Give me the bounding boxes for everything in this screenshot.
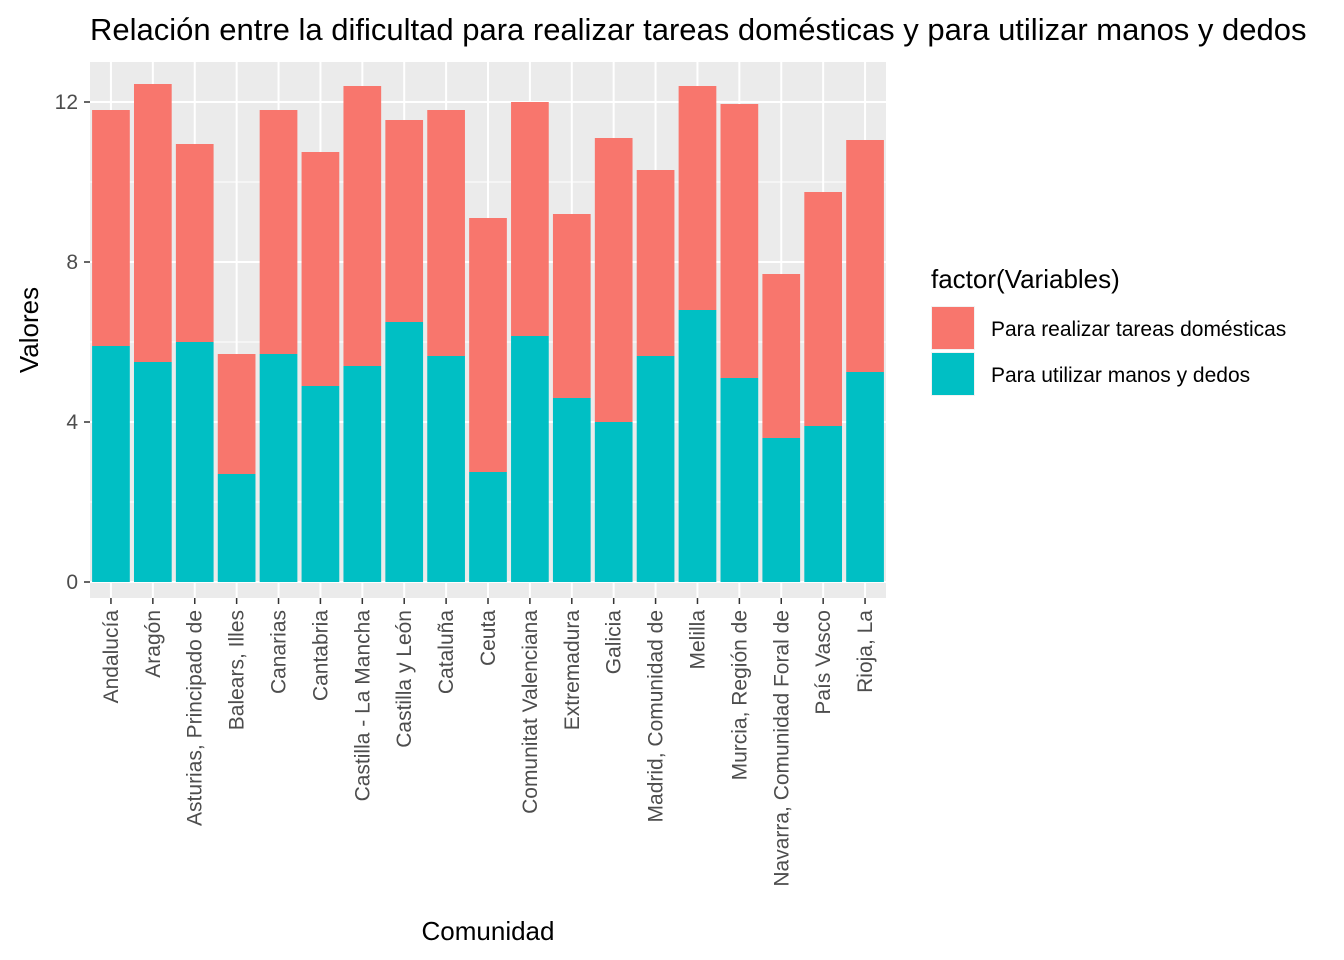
bar-segment xyxy=(427,356,465,582)
x-tick-label: Ceuta xyxy=(477,610,500,666)
x-axis: Andalucía Aragón Asturias, Principado de Ba… xyxy=(100,598,877,887)
bar-segment xyxy=(594,138,633,422)
legend-swatch xyxy=(932,307,974,349)
bar-segment xyxy=(720,378,759,582)
bar-segment xyxy=(804,192,843,426)
bar-segment xyxy=(720,104,759,378)
bar-segment xyxy=(385,120,424,322)
y-tick-label: 0 xyxy=(66,571,78,594)
legend: factor(Variables) Para realizar tareas d… xyxy=(931,264,1286,396)
bar-segment xyxy=(469,472,507,582)
legend-title: factor(Variables) xyxy=(931,264,1120,294)
bar-segment xyxy=(469,218,507,472)
x-tick-label: Navarra, Comunidad Foral de xyxy=(770,610,793,887)
x-tick-label: Murcia, Región de xyxy=(728,610,751,780)
x-tick-label: Asturias, Principado de xyxy=(184,610,207,826)
bar-segment xyxy=(678,310,717,582)
bar-segment xyxy=(343,366,382,582)
x-tick-label: Cantabria xyxy=(309,610,332,701)
bar-segment xyxy=(804,426,843,582)
legend-swatch xyxy=(932,353,974,395)
x-tick-label: Andalucía xyxy=(100,610,123,704)
bar-segment xyxy=(678,86,717,310)
bar-segment xyxy=(175,342,214,582)
y-tick-label: 4 xyxy=(66,411,78,434)
bar-segment xyxy=(301,152,340,386)
bar-segment xyxy=(636,356,675,582)
legend-label: Para realizar tareas domésticas xyxy=(991,318,1286,341)
bar-segment xyxy=(846,140,884,372)
bar-segment xyxy=(636,170,675,356)
bar-segment xyxy=(343,86,382,366)
x-tick-label: Extremadura xyxy=(561,610,584,731)
bar-segment xyxy=(92,110,130,346)
x-axis-title: Comunidad xyxy=(422,916,555,946)
x-tick-label: Castilla - La Mancha xyxy=(351,610,374,802)
x-tick-label: Comunitat Valenciana xyxy=(519,610,542,814)
x-tick-label: Balears, Illes xyxy=(226,610,249,730)
bar-segment xyxy=(259,110,298,354)
x-tick-label: Aragón xyxy=(142,610,165,678)
x-tick-label: País Vasco xyxy=(812,610,835,715)
bar-segment xyxy=(511,336,549,582)
bar-segment xyxy=(133,84,172,362)
bar-segment xyxy=(846,372,884,582)
x-tick-label: Melilla xyxy=(686,610,709,670)
bar-segment xyxy=(511,102,549,336)
y-tick-label: 8 xyxy=(66,251,78,274)
y-axis-title: Valores xyxy=(14,287,44,373)
bar-segment xyxy=(259,354,298,582)
y-tick-label: 12 xyxy=(55,91,78,114)
bar-segment xyxy=(427,110,465,356)
bar-segment xyxy=(175,144,214,342)
bar-segment xyxy=(762,274,801,438)
bar-segment xyxy=(301,386,340,582)
x-tick-label: Castilla y León xyxy=(393,610,416,748)
bar-segment xyxy=(92,346,130,582)
bar-segment xyxy=(217,354,256,474)
y-axis: 0 4 8 12 xyxy=(55,91,90,594)
bar-segment xyxy=(594,422,633,582)
x-tick-label: Rioja, La xyxy=(854,610,877,693)
bar-segment xyxy=(133,362,172,582)
bar-segment xyxy=(762,438,801,582)
bar-segment xyxy=(217,474,256,582)
bar-segment xyxy=(552,398,591,582)
bar-segment xyxy=(385,322,424,582)
chart-title: Relación entre la dificultad para realiz… xyxy=(90,12,1307,47)
x-tick-label: Galicia xyxy=(603,610,626,675)
bars xyxy=(92,84,884,582)
x-tick-label: Cataluña xyxy=(435,610,458,694)
bar-segment xyxy=(552,214,591,398)
legend-label: Para utilizar manos y dedos xyxy=(991,364,1250,387)
x-tick-label: Madrid, Comunidad de xyxy=(645,610,668,822)
x-tick-label: Canarias xyxy=(268,610,291,694)
